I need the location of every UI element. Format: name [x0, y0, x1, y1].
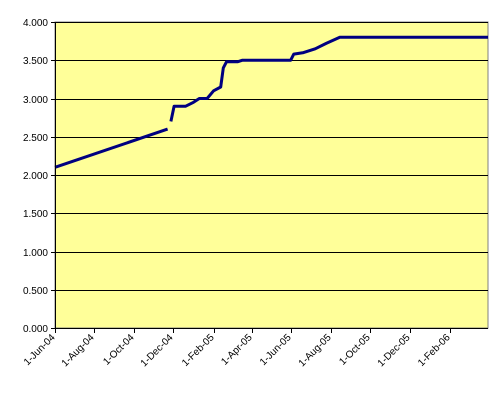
gridlines [55, 22, 488, 291]
x-tick-labels: 1-Jun-04 1-Aug-04 1-Oct-04 1-Dec-04 1-Feb-05… [22, 328, 453, 369]
x-tick-label: 1-Aug-05 [297, 332, 334, 369]
y-tick-label: 0.000 [23, 324, 48, 335]
series-line-segment [169, 35, 488, 122]
y-tick-label: 2.000 [23, 171, 48, 182]
x-tick-label: 1-Dec-04 [139, 332, 176, 369]
y-tick-label: 0.500 [23, 286, 48, 297]
x-tick-label: 1-Jun-04 [22, 332, 58, 368]
y-tick-labels: 0.000 0.500 1.000 1.500 2.000 2.500 3.000 3.500… [23, 18, 55, 335]
x-tick-label: 1-Feb-05 [180, 332, 217, 369]
series-layer [54, 35, 488, 169]
y-tick-label: 2.500 [23, 133, 48, 144]
y-tick-label: 3.500 [23, 56, 48, 67]
x-tick-label: 1-Dec-05 [376, 332, 413, 369]
x-tick-label: 1-Jun-05 [258, 332, 294, 368]
x-tick-label: 1-Feb-06 [416, 332, 453, 369]
y-tick-label: 4.000 [23, 18, 48, 29]
series-line-segment [54, 127, 169, 169]
y-tick-label: 3.000 [23, 95, 48, 106]
x-tick-label: 1-Oct-05 [337, 332, 373, 368]
x-tick-label: 1-Apr-05 [219, 332, 255, 368]
x-tick-label: 1-Oct-04 [101, 332, 137, 368]
y-tick-label: 1.500 [23, 209, 48, 220]
y-tick-label: 1.000 [23, 248, 48, 259]
x-tick-label: 1-Aug-04 [60, 332, 97, 369]
